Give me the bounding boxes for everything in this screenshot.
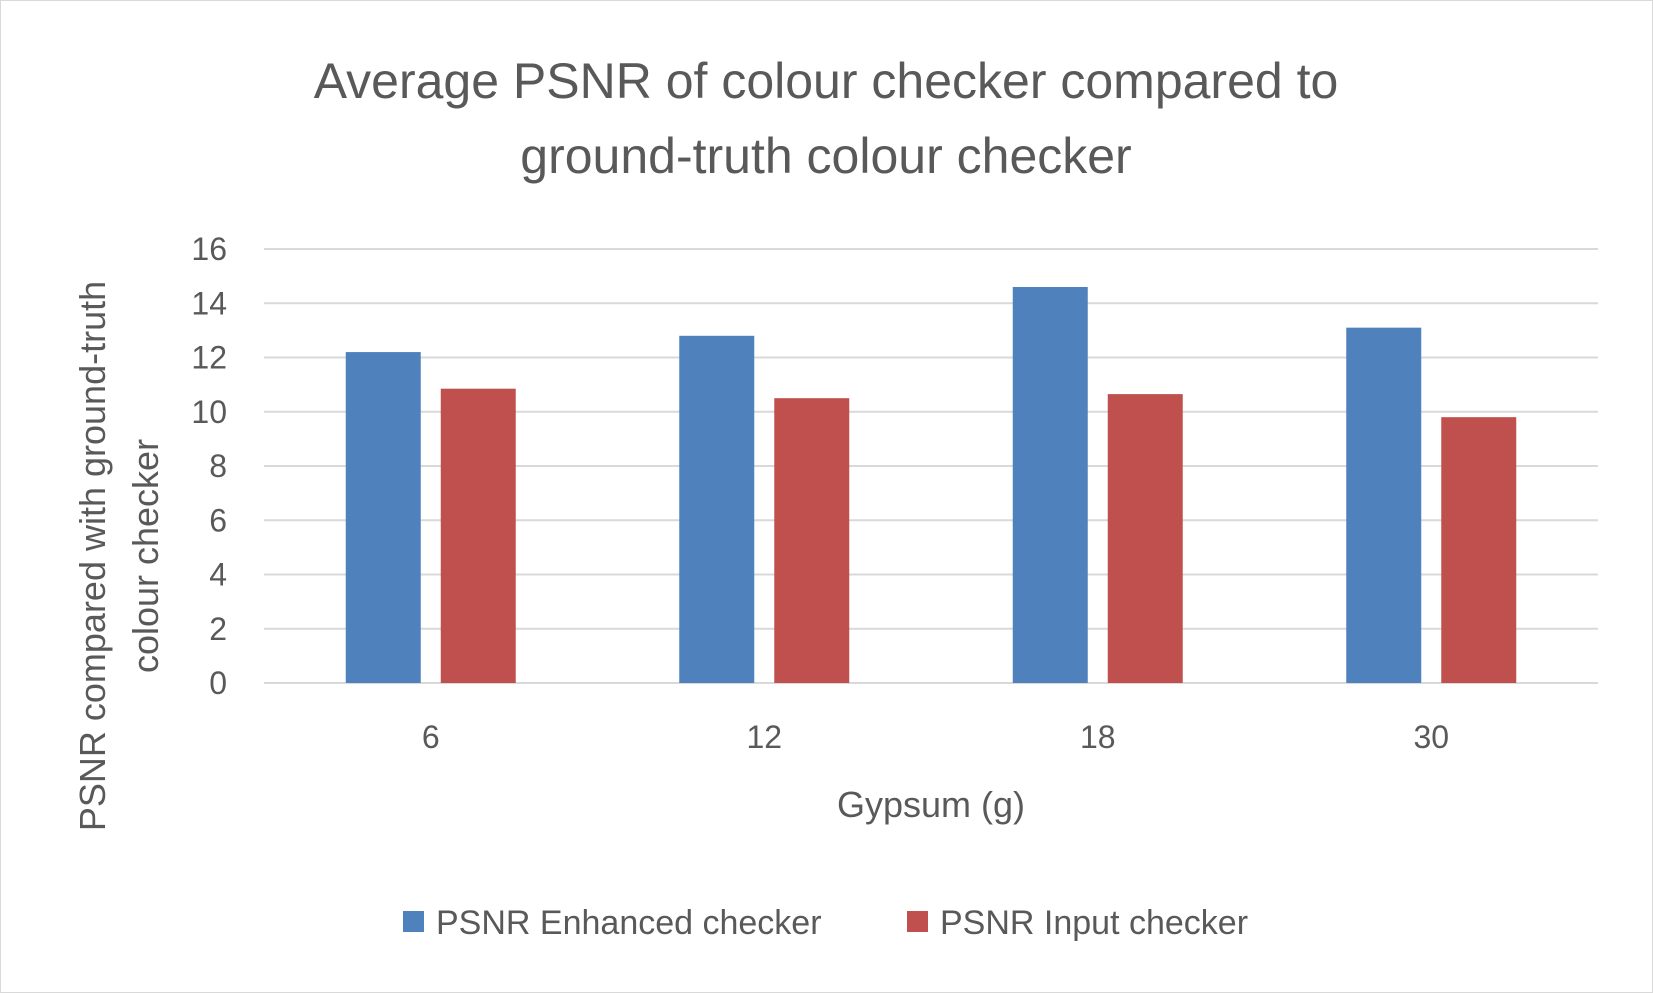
y-tick-label: 12 (191, 340, 227, 376)
bar-enhanced-12 (679, 335, 755, 683)
y-axis-title: PSNR compared with ground-truth colour c… (72, 281, 166, 831)
y-tick-label: 6 (209, 502, 227, 538)
x-axis-ticks: 6 12 18 30 (422, 719, 1449, 755)
chart-title-line-1: Average PSNR of colour checker compared … (314, 53, 1339, 109)
y-tick-label: 8 (209, 448, 227, 484)
chart-title-line-2: ground-truth colour checker (520, 128, 1131, 184)
x-tick-label: 6 (422, 719, 440, 755)
legend-swatch-input (907, 911, 928, 932)
y-axis-title-line-2: colour checker (125, 439, 166, 673)
y-tick-label: 14 (191, 285, 227, 321)
x-tick-label: 12 (746, 719, 782, 755)
x-tick-label: 18 (1080, 719, 1116, 755)
bar-input-18 (1107, 394, 1183, 683)
bar-input-30 (1441, 417, 1517, 683)
legend: PSNR Enhanced checker PSNR Input checker (403, 904, 1248, 942)
y-tick-label: 4 (209, 557, 227, 593)
y-tick-label: 10 (191, 394, 227, 430)
y-axis-ticks: 0 2 4 6 8 10 12 14 16 (191, 231, 227, 701)
bar-enhanced-18 (1012, 286, 1088, 683)
x-axis-title: Gypsum (g) (837, 784, 1025, 825)
y-tick-label: 0 (209, 665, 227, 701)
chart-title: Average PSNR of colour checker compared … (314, 53, 1339, 184)
y-tick-label: 2 (209, 611, 227, 647)
y-axis-title-line-1: PSNR compared with ground-truth (72, 281, 113, 831)
legend-swatch-enhanced (403, 911, 424, 932)
bar-input-12 (774, 398, 850, 683)
legend-label-input: PSNR Input checker (940, 904, 1248, 942)
bar-input-6 (440, 388, 516, 683)
x-tick-label: 30 (1413, 719, 1449, 755)
bar-enhanced-30 (1346, 327, 1422, 683)
bar-enhanced-6 (345, 352, 421, 683)
bars (345, 286, 1517, 683)
y-tick-label: 16 (191, 231, 227, 267)
legend-label-enhanced: PSNR Enhanced checker (436, 904, 822, 942)
